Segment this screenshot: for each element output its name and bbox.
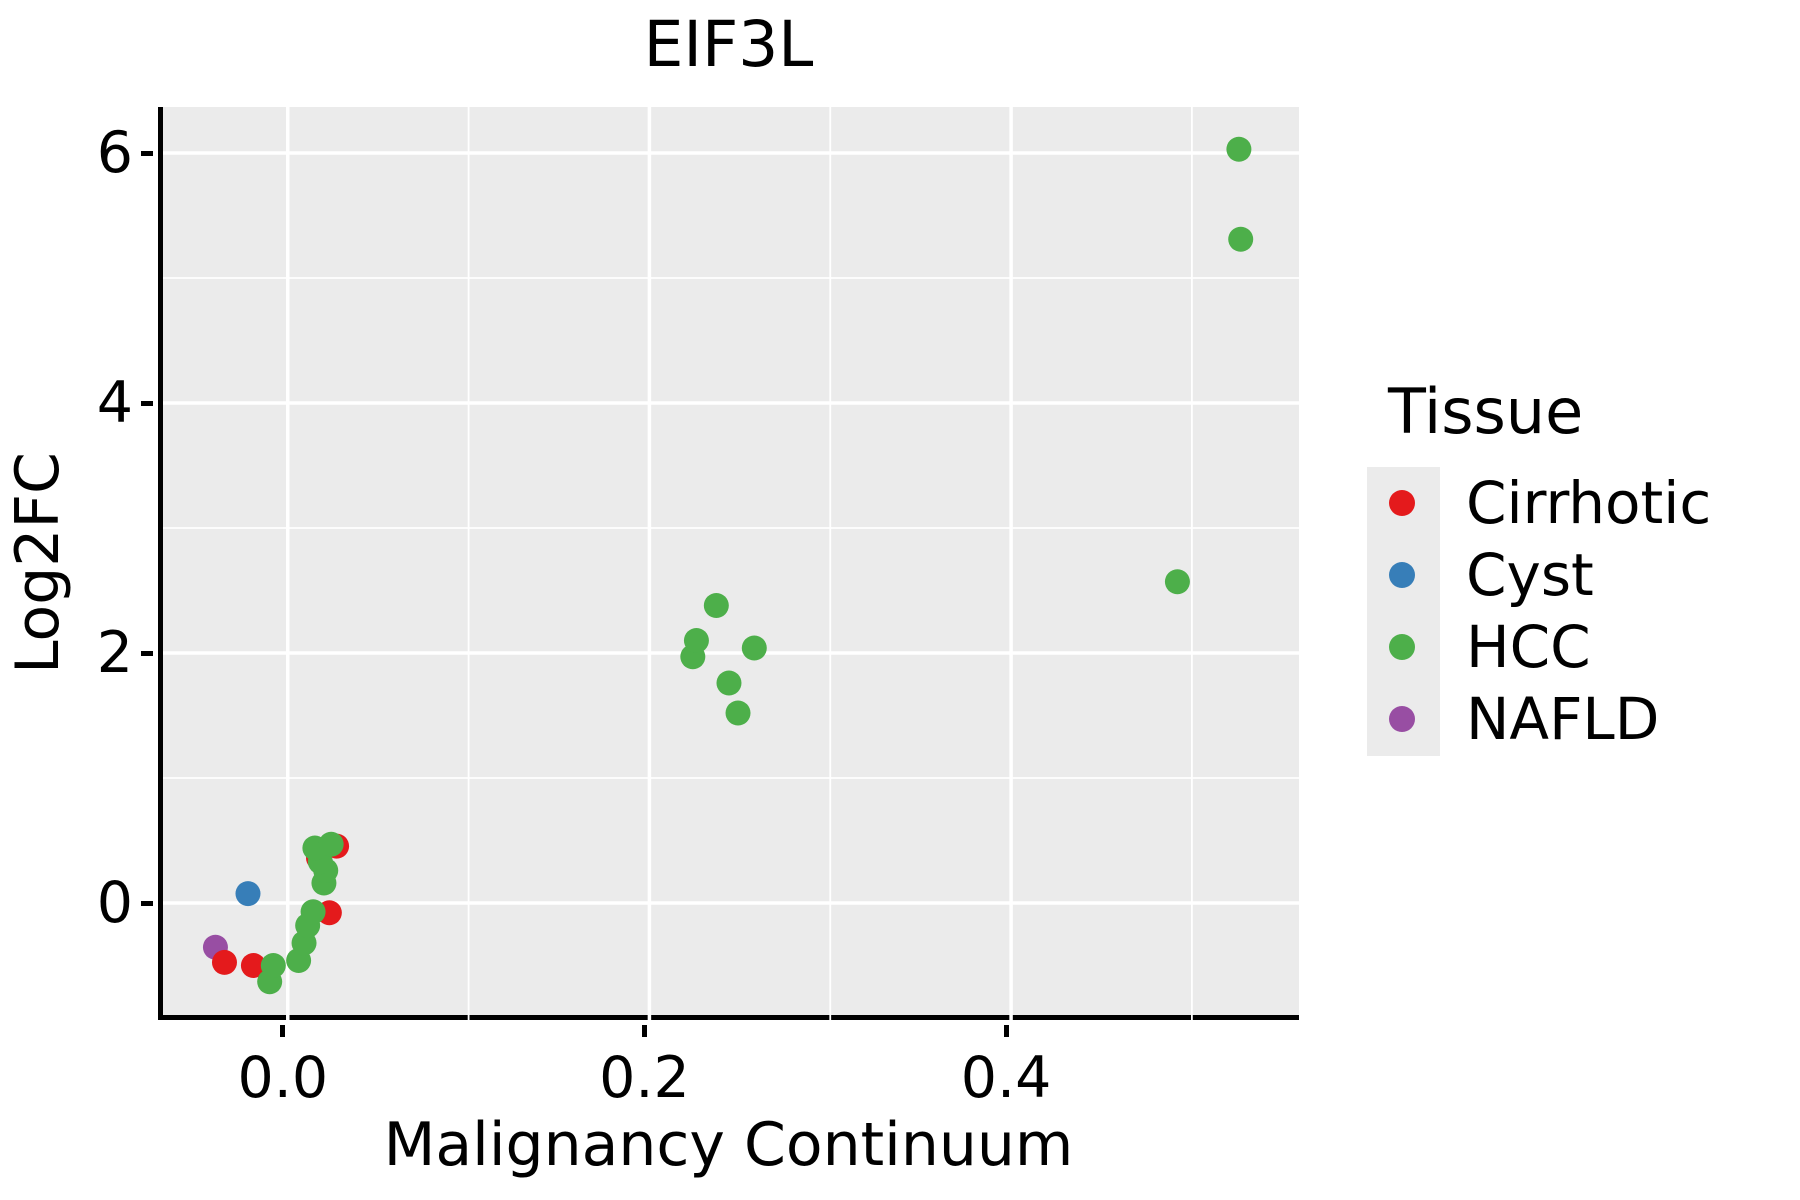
data-point-hcc <box>260 953 286 978</box>
data-point-hcc <box>318 831 344 857</box>
legend-dot-nafld <box>1389 706 1415 732</box>
data-point-cirrhotic <box>240 953 266 978</box>
y-tick-mark <box>141 150 153 156</box>
data-point-hcc <box>741 635 767 661</box>
x-axis-label: Malignancy Continuum <box>383 1110 1074 1180</box>
legend-label-cyst: Cyst <box>1466 541 1594 609</box>
legend-dot-cyst <box>1389 562 1415 588</box>
y-tick-mark <box>141 400 153 406</box>
x-tick-label: 0.0 <box>237 1045 329 1111</box>
data-point-hcc <box>1228 226 1254 252</box>
data-point-hcc <box>683 628 709 653</box>
x-tick-label: 0.4 <box>960 1045 1052 1111</box>
x-tick-label: 0.2 <box>599 1045 690 1111</box>
data-point-cyst <box>235 881 261 907</box>
chart-title: EIF3L <box>643 8 814 81</box>
legend-label-hcc: HCC <box>1466 613 1591 681</box>
y-tick-mark <box>141 900 153 906</box>
x-tick-mark <box>641 1025 647 1037</box>
y-tick-label: 2 <box>96 620 133 686</box>
legend-dot-hcc <box>1389 634 1415 660</box>
y-tick-mark <box>141 650 153 656</box>
data-point-hcc <box>716 670 742 696</box>
data-point-hcc <box>703 593 729 618</box>
legend-label-nafld: NAFLD <box>1466 685 1660 753</box>
data-point-hcc <box>1164 569 1190 595</box>
data-point-hcc <box>1226 136 1252 162</box>
y-tick-label: 4 <box>96 370 133 436</box>
legend-dot-cirrhotic <box>1389 490 1415 516</box>
x-tick-mark <box>280 1025 286 1037</box>
y-tick-label: 0 <box>96 870 133 936</box>
plot-canvas <box>163 107 1304 1020</box>
data-point-cirrhotic <box>211 949 237 975</box>
x-tick-mark <box>1003 1025 1009 1037</box>
data-point-hcc <box>725 700 751 726</box>
legend-label-cirrhotic: Cirrhotic <box>1466 469 1712 537</box>
y-tick-label: 6 <box>96 120 133 186</box>
legend-title: Tissue <box>1388 375 1584 448</box>
data-point-hcc <box>300 899 326 925</box>
plot-panel <box>158 107 1304 1020</box>
